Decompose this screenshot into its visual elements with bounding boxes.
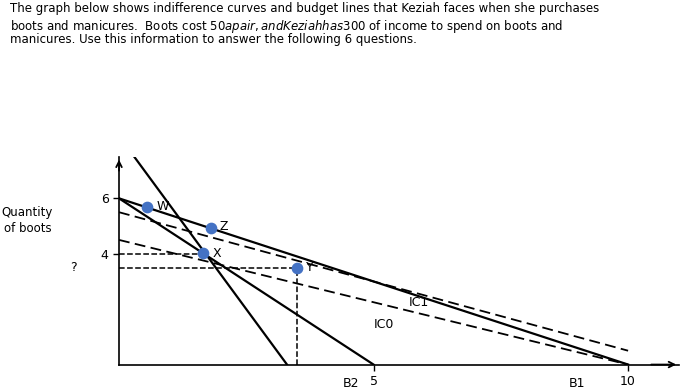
Text: B2: B2 bbox=[342, 377, 359, 390]
Text: B1: B1 bbox=[569, 377, 585, 390]
Text: X: X bbox=[212, 247, 220, 260]
Text: boots and manicures.  Boots cost $50 a pair, and Keziah has $300 of income to sp: boots and manicures. Boots cost $50 a pa… bbox=[10, 18, 564, 34]
Point bbox=[197, 250, 209, 257]
Text: Z: Z bbox=[220, 220, 228, 233]
Text: IC1: IC1 bbox=[410, 296, 429, 309]
Point bbox=[292, 265, 303, 271]
Text: IC0: IC0 bbox=[374, 318, 394, 331]
Text: The graph below shows indifference curves and budget lines that Keziah faces whe: The graph below shows indifference curve… bbox=[10, 2, 600, 15]
Text: Y: Y bbox=[307, 261, 314, 274]
Text: Quantity: Quantity bbox=[1, 206, 53, 219]
Point bbox=[141, 204, 153, 211]
Text: manicures. Use this information to answer the following 6 questions.: manicures. Use this information to answe… bbox=[10, 33, 417, 46]
Point bbox=[205, 225, 216, 231]
Text: W: W bbox=[156, 200, 169, 212]
Text: of boots: of boots bbox=[4, 222, 51, 235]
Text: ?: ? bbox=[70, 261, 76, 274]
